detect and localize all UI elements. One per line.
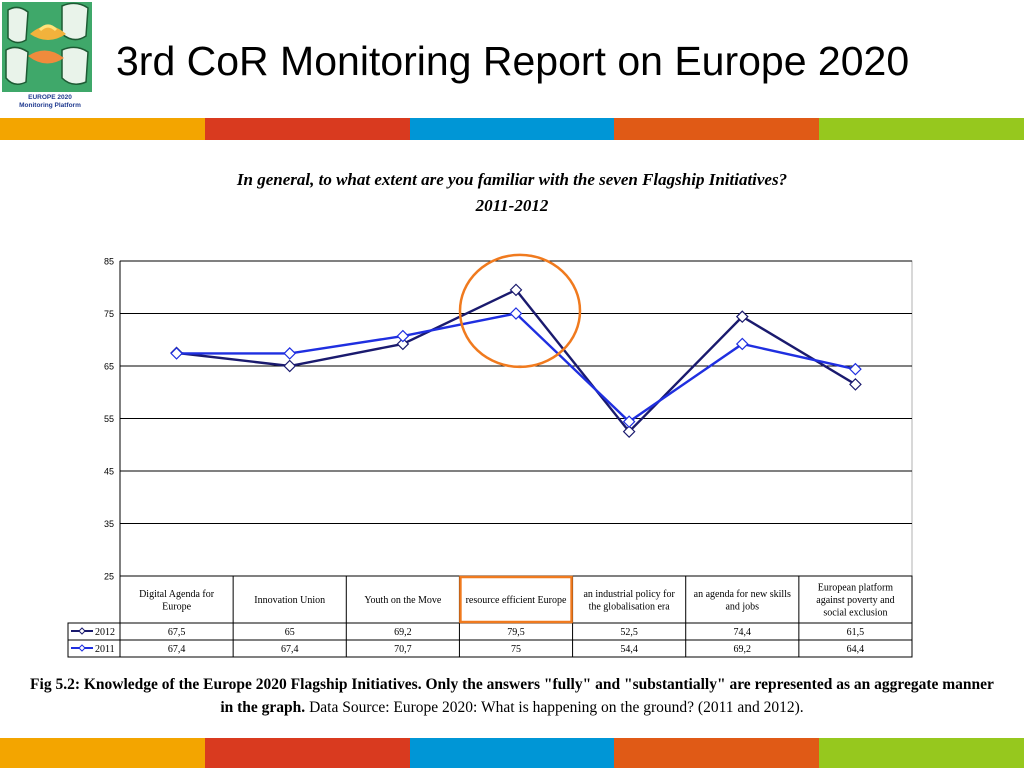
chart-title-line-1: In general, to what extent are you famil… xyxy=(236,170,788,189)
table-value-2012: 67,5 xyxy=(168,627,186,638)
caption-source: Data Source: Europe 2020: What is happen… xyxy=(305,699,804,716)
y-tick-label: 85 xyxy=(104,257,114,267)
category-label: an agenda for new skills xyxy=(694,589,791,600)
figure-caption: Fig 5.2: Knowledge of the Europe 2020 Fl… xyxy=(30,673,994,719)
data-point-2012 xyxy=(849,378,862,391)
category-label: Youth on the Move xyxy=(364,595,442,606)
table-value-2011: 75 xyxy=(511,644,521,655)
data-point-2012 xyxy=(396,337,410,351)
data-point-2012 xyxy=(622,425,636,438)
category-label: resource efficient Europe xyxy=(466,595,567,606)
table-value-2011: 67,4 xyxy=(168,644,186,655)
stripe-segment xyxy=(204,738,410,768)
logo-line-1: EUROPE 2020 xyxy=(28,94,72,101)
logo-line-2: Monitoring Platform xyxy=(19,102,81,109)
y-tick-label: 55 xyxy=(104,414,114,424)
stripe-segment xyxy=(819,118,1024,140)
stripe-segment xyxy=(614,738,820,768)
category-label: and jobs xyxy=(725,601,759,612)
caption-bold: Fig 5.2: Knowledge of the Europe 2020 Fl… xyxy=(30,676,994,716)
category-label: Innovation Union xyxy=(254,595,325,606)
europe-2020-logo xyxy=(0,0,100,112)
y-tick-label: 25 xyxy=(104,572,114,582)
legend-label-2011: 2011 xyxy=(95,644,115,655)
data-point-2011 xyxy=(283,347,297,360)
stripe-segment xyxy=(409,118,615,140)
legend-marker-2012 xyxy=(78,627,86,635)
table-value-2011: 69,2 xyxy=(734,644,752,655)
table-value-2012: 61,5 xyxy=(847,627,865,638)
table-value-2012: 69,2 xyxy=(394,627,412,638)
y-tick-label: 65 xyxy=(104,362,114,372)
data-point-2011 xyxy=(735,337,749,351)
data-point-2012 xyxy=(283,359,297,373)
highlight-circle xyxy=(458,253,582,369)
table-value-2011: 67,4 xyxy=(281,644,299,655)
data-point-2011 xyxy=(170,347,183,360)
chart-title-line-2: 2011-2012 xyxy=(475,196,549,215)
stripe-segment xyxy=(204,118,410,140)
data-point-2012 xyxy=(735,310,749,323)
table-value-2012: 79,5 xyxy=(507,627,525,638)
slide-title: 3rd CoR Monitoring Report on Europe 2020 xyxy=(116,38,910,84)
data-point-2011 xyxy=(622,415,636,428)
category-label: against poverty and xyxy=(816,595,894,606)
data-point-2012 xyxy=(509,283,523,297)
data-point-2011 xyxy=(509,307,523,320)
table-value-2011: 64,4 xyxy=(847,644,865,655)
table-value-2012: 74,4 xyxy=(734,627,752,638)
logo-caption: EUROPE 2020 Monitoring Platform xyxy=(0,94,100,110)
table-value-2011: 54,4 xyxy=(620,644,638,655)
y-tick-label: 75 xyxy=(104,309,114,319)
highlight-box xyxy=(459,575,573,624)
y-tick-label: 45 xyxy=(104,467,114,477)
stripe-segment xyxy=(819,738,1024,768)
category-label: Europe xyxy=(162,601,191,612)
category-label: social exclusion xyxy=(823,608,887,619)
data-point-2011 xyxy=(849,362,862,376)
y-tick-label: 35 xyxy=(104,519,114,529)
table-value-2011: 70,7 xyxy=(394,644,412,655)
category-label: European platform xyxy=(818,583,893,594)
table-value-2012: 52,5 xyxy=(620,627,638,638)
top-color-stripe xyxy=(0,118,1024,140)
stripe-segment xyxy=(0,118,205,140)
data-point-2011 xyxy=(396,329,410,343)
stripe-segment xyxy=(409,738,615,768)
stripe-segment xyxy=(614,118,820,140)
bottom-color-stripe xyxy=(0,738,1024,768)
table-value-2012: 65 xyxy=(285,627,295,638)
category-label: an industrial policy for xyxy=(583,589,675,600)
legend-label-2012: 2012 xyxy=(95,627,115,638)
category-label: the globalisation era xyxy=(589,601,671,612)
stripe-segment xyxy=(0,738,205,768)
legend-marker-2011 xyxy=(78,644,86,652)
category-label: Digital Agenda for xyxy=(139,589,215,600)
